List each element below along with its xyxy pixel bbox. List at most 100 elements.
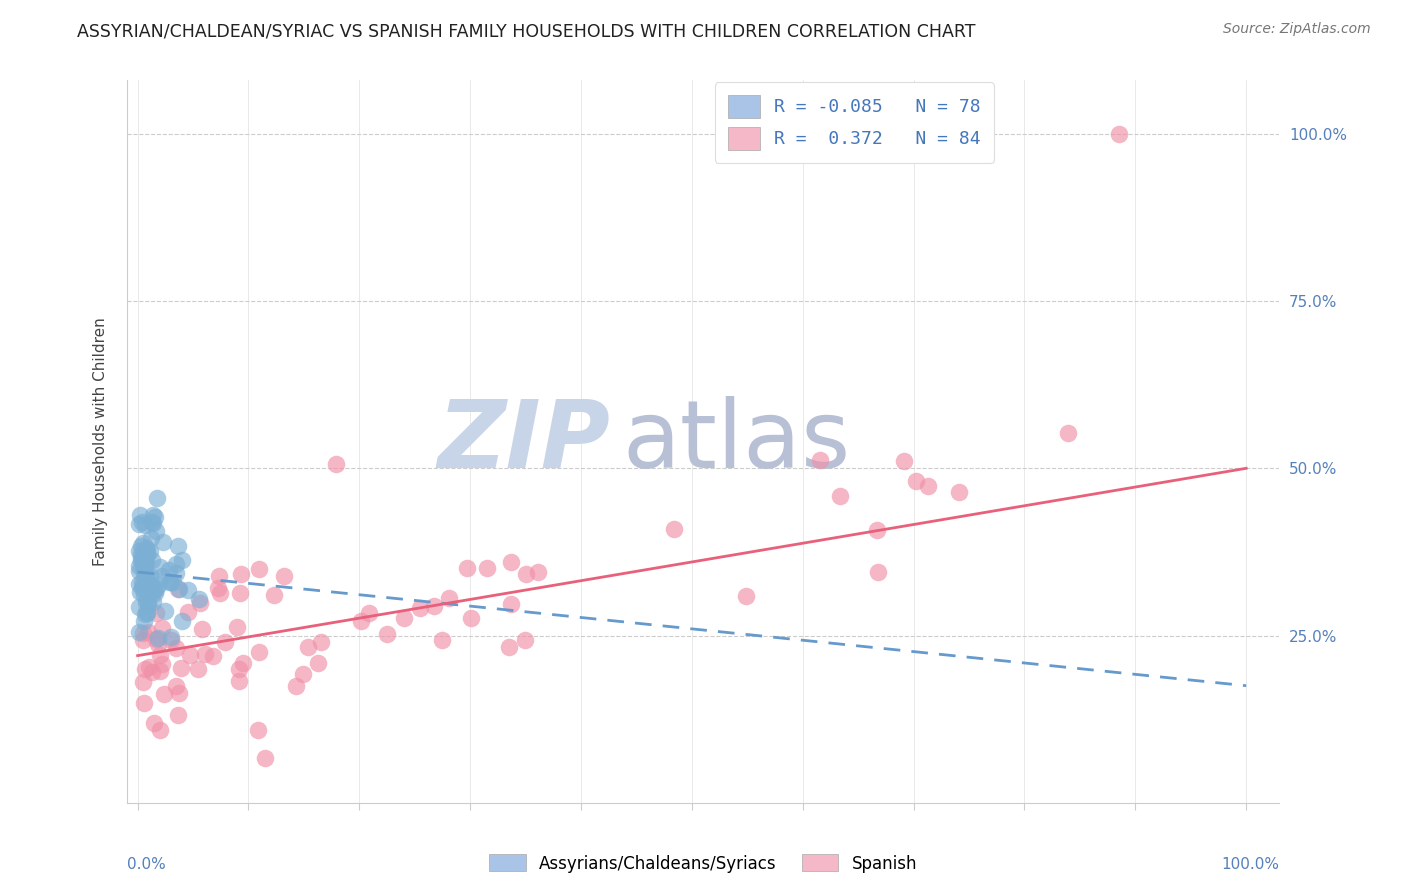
Point — [143, 715, 166, 730]
Point — [149, 723, 172, 738]
Point — [131, 536, 153, 550]
Point — [209, 586, 232, 600]
Point — [202, 649, 225, 664]
Point — [135, 595, 157, 609]
Point — [1108, 127, 1130, 141]
Text: 0.0%: 0.0% — [127, 857, 166, 872]
Point — [307, 656, 329, 670]
Point — [149, 664, 172, 678]
Point — [135, 543, 157, 558]
Point — [146, 491, 169, 506]
Point — [359, 606, 381, 620]
Point — [129, 551, 152, 566]
Point — [132, 614, 155, 628]
Point — [499, 555, 522, 569]
Point — [228, 586, 250, 600]
Legend: Assyrians/Chaldeans/Syriacs, Spanish: Assyrians/Chaldeans/Syriacs, Spanish — [482, 847, 924, 880]
Point — [150, 657, 173, 671]
Point — [139, 531, 162, 545]
Point — [808, 453, 831, 467]
Point — [132, 674, 155, 689]
Point — [145, 582, 167, 596]
Point — [734, 589, 756, 603]
Point — [226, 620, 249, 634]
Point — [136, 624, 159, 639]
Point — [138, 578, 160, 592]
Point — [292, 667, 315, 681]
Point — [167, 582, 190, 596]
Point — [143, 586, 166, 600]
Point — [284, 679, 307, 693]
Point — [134, 696, 156, 710]
Text: Source: ZipAtlas.com: Source: ZipAtlas.com — [1223, 22, 1371, 37]
Point — [131, 581, 153, 595]
Legend: R = -0.085   N = 78, R =  0.372   N = 84: R = -0.085 N = 78, R = 0.372 N = 84 — [714, 82, 994, 163]
Point — [392, 611, 415, 625]
Point — [664, 522, 686, 536]
Point — [247, 723, 270, 737]
Point — [165, 566, 187, 580]
Point — [498, 640, 520, 654]
Point — [145, 607, 167, 621]
Point — [136, 597, 159, 611]
Point — [432, 633, 454, 648]
Point — [148, 576, 170, 591]
Point — [135, 557, 157, 571]
Point — [187, 591, 209, 606]
Point — [325, 457, 347, 471]
Point — [134, 569, 156, 583]
Point — [138, 568, 160, 582]
Point — [142, 516, 165, 531]
Point — [208, 569, 231, 583]
Point — [153, 687, 176, 701]
Point — [515, 567, 537, 582]
Point — [143, 581, 166, 595]
Point — [128, 624, 150, 639]
Point — [135, 606, 157, 620]
Text: 100.0%: 100.0% — [1222, 857, 1279, 872]
Point — [247, 562, 270, 576]
Point — [136, 596, 159, 610]
Point — [917, 479, 939, 493]
Point — [155, 604, 177, 618]
Y-axis label: Family Households with Children: Family Households with Children — [93, 318, 108, 566]
Point — [142, 595, 165, 609]
Point — [228, 662, 250, 676]
Point — [134, 556, 156, 570]
Point — [232, 656, 254, 670]
Point — [135, 541, 157, 556]
Point — [136, 588, 159, 602]
Point — [142, 508, 165, 523]
Point — [134, 518, 156, 533]
Point — [828, 489, 851, 503]
Point — [179, 648, 201, 662]
Point — [905, 474, 928, 488]
Point — [437, 591, 460, 606]
Point — [131, 515, 153, 529]
Point — [165, 557, 187, 571]
Point — [159, 632, 181, 647]
Point — [132, 553, 155, 567]
Point — [150, 569, 173, 583]
Point — [207, 581, 229, 595]
Point — [375, 626, 398, 640]
Point — [129, 554, 152, 568]
Point — [475, 560, 498, 574]
Point — [165, 641, 187, 656]
Text: ASSYRIAN/CHALDEAN/SYRIAC VS SPANISH FAMILY HOUSEHOLDS WITH CHILDREN CORRELATION : ASSYRIAN/CHALDEAN/SYRIAC VS SPANISH FAMI… — [77, 22, 976, 40]
Point — [160, 630, 183, 644]
Point — [526, 565, 548, 579]
Point — [134, 662, 156, 676]
Point — [866, 523, 889, 537]
Point — [167, 582, 190, 597]
Point — [129, 508, 152, 522]
Point — [297, 640, 319, 654]
Point — [149, 560, 172, 574]
Point — [188, 596, 211, 610]
Point — [349, 615, 371, 629]
Point — [263, 588, 285, 602]
Point — [128, 577, 150, 591]
Point — [948, 484, 970, 499]
Point — [139, 544, 162, 558]
Point — [162, 575, 184, 590]
